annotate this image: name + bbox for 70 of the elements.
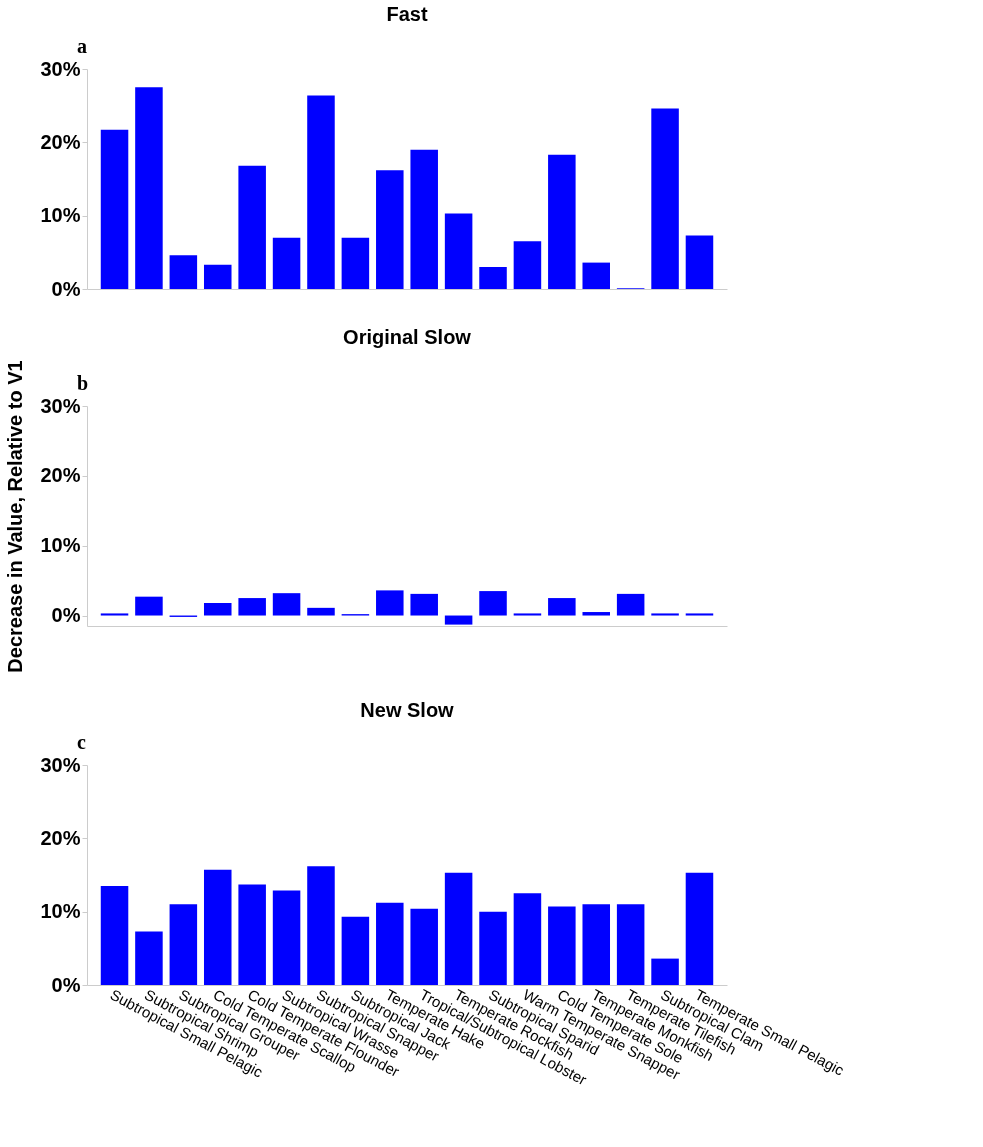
bar <box>616 593 645 616</box>
bar <box>410 908 438 985</box>
bar <box>616 904 645 985</box>
bar <box>307 866 335 985</box>
bar <box>203 869 232 985</box>
y-tick-label: 30% <box>40 57 81 80</box>
bar <box>685 872 714 985</box>
y-tick-label: 30% <box>40 394 81 417</box>
bar <box>410 149 438 289</box>
bar <box>100 613 129 616</box>
bar <box>307 607 335 616</box>
y-tick-label: 20% <box>40 826 81 849</box>
bar <box>100 886 129 985</box>
y-tick-label: 0% <box>51 973 81 996</box>
text: a <box>77 35 87 57</box>
bar <box>376 902 404 985</box>
bar <box>203 264 232 289</box>
bar <box>238 598 266 616</box>
bar <box>582 262 611 289</box>
bar <box>272 593 301 616</box>
bar <box>444 872 473 985</box>
text: c <box>77 731 86 753</box>
bar <box>376 590 404 616</box>
bar <box>513 613 542 616</box>
bar <box>548 598 576 616</box>
bar <box>272 237 301 289</box>
bar <box>238 165 266 289</box>
bar <box>479 911 507 985</box>
chart-title: Fast <box>386 3 428 25</box>
bar <box>238 884 266 985</box>
y-tick-label: 10% <box>40 534 81 557</box>
bar <box>169 255 198 289</box>
bar <box>651 108 679 289</box>
bar <box>135 596 163 616</box>
bar <box>582 612 611 616</box>
bar <box>376 170 404 289</box>
bar <box>479 591 507 616</box>
bar <box>513 241 542 289</box>
bar <box>685 613 714 616</box>
bar <box>582 904 611 985</box>
y-tick-label: 20% <box>40 464 81 487</box>
bar <box>513 893 542 985</box>
y-tick-label: 10% <box>40 204 81 227</box>
bar <box>548 906 576 985</box>
text: b <box>77 372 89 394</box>
chart-title: Original Slow <box>343 325 472 348</box>
bar <box>135 87 163 289</box>
bar <box>444 615 473 625</box>
bar <box>272 890 301 985</box>
bar <box>341 916 370 985</box>
y-axis-title: Decrease in Value, Relative to V1 <box>4 360 27 673</box>
y-tick-label: 0% <box>51 277 81 300</box>
y-tick-label: 20% <box>40 130 81 153</box>
bar <box>100 129 129 289</box>
bar <box>203 602 232 616</box>
bar <box>685 235 714 289</box>
chart-title: New Slow <box>360 699 455 721</box>
bar <box>548 154 576 289</box>
bar <box>135 931 163 985</box>
bar <box>307 95 335 289</box>
y-tick-label: 10% <box>40 900 81 923</box>
y-tick-label: 0% <box>51 604 81 627</box>
bar <box>410 593 438 616</box>
bar <box>651 613 679 616</box>
bar <box>169 904 198 985</box>
bar <box>651 958 679 985</box>
bar <box>444 213 473 289</box>
bar <box>341 237 370 289</box>
y-tick-label: 30% <box>40 753 81 776</box>
bar <box>479 267 507 289</box>
